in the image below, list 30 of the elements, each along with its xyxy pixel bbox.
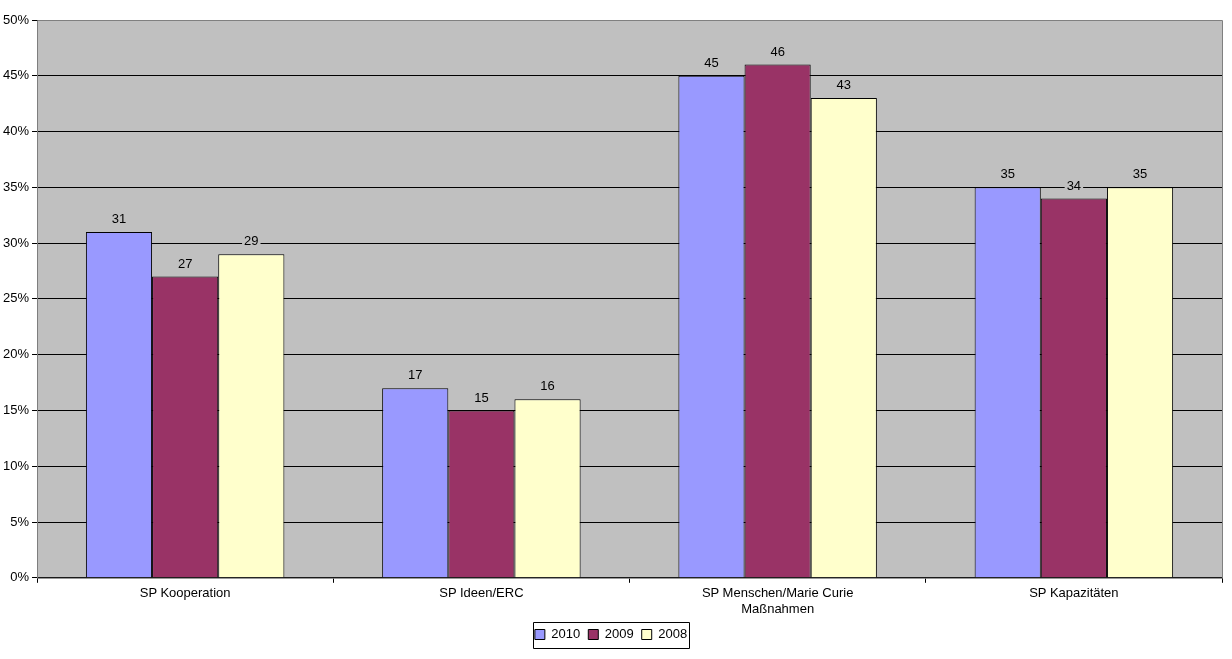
data-label: 16 bbox=[540, 378, 555, 394]
y-tick-label: 10% bbox=[2, 457, 30, 473]
legend-label: 2009 bbox=[604, 626, 634, 642]
data-label: 35 bbox=[1000, 166, 1015, 182]
x-tick-label: SP Kooperation bbox=[139, 585, 231, 601]
y-tick-label: 25% bbox=[2, 290, 30, 306]
y-tick-label: 50% bbox=[2, 11, 30, 27]
data-label: 43 bbox=[836, 77, 852, 93]
legend-label: 2010 bbox=[551, 626, 581, 642]
data-label: 29 bbox=[244, 233, 259, 249]
y-tick-label: 45% bbox=[2, 67, 30, 83]
y-tick-label: 5% bbox=[10, 513, 30, 529]
y-tick-label: 30% bbox=[2, 234, 30, 250]
data-label: 17 bbox=[407, 367, 423, 383]
data-label: 15 bbox=[474, 389, 489, 405]
x-tick-label: SP Ideen/ERC bbox=[439, 585, 524, 601]
legend-label: 2008 bbox=[658, 626, 688, 642]
data-label: 46 bbox=[770, 43, 785, 59]
y-tick-label: 35% bbox=[2, 178, 30, 194]
data-label: 27 bbox=[177, 255, 193, 271]
y-tick-label: 0% bbox=[10, 569, 30, 585]
data-label: 31 bbox=[111, 211, 127, 227]
x-tick-label: SP Kapazitäten bbox=[1029, 585, 1119, 601]
y-tick-label: 20% bbox=[2, 346, 30, 362]
data-label: 34 bbox=[1066, 177, 1082, 193]
y-tick-label: 40% bbox=[2, 123, 30, 139]
y-tick-label: 15% bbox=[2, 402, 30, 418]
data-label: 45 bbox=[704, 54, 719, 70]
data-label: 35 bbox=[1132, 166, 1148, 182]
x-tick-label: SP Menschen/Marie Curie Maßnahmen bbox=[701, 585, 854, 616]
